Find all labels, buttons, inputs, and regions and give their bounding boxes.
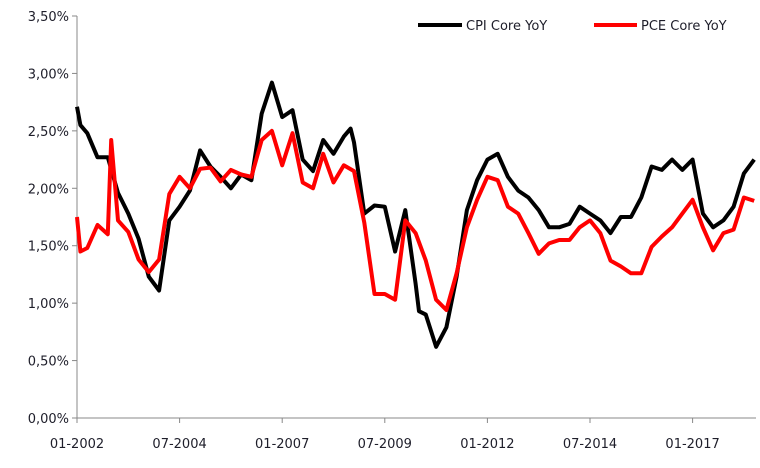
- series-line-cpi-core-yoy: [75, 80, 756, 349]
- legend-label-cpi: CPI Core YoY: [466, 19, 547, 34]
- legend: CPI Core YoY PCE Core YoY: [418, 19, 727, 34]
- y-tick-label: 0,00%: [28, 412, 69, 427]
- legend-label-pce: PCE Core YoY: [641, 19, 727, 34]
- y-tick-label: 2,00%: [28, 182, 69, 197]
- x-tick-label: 07-2004: [152, 437, 206, 452]
- y-tick-label: 1,50%: [28, 240, 69, 255]
- x-tick-label: 07-2009: [358, 437, 412, 452]
- y-tick-label: 3,00%: [28, 67, 69, 82]
- y-tick-label: 0,50%: [28, 355, 69, 370]
- y-tick-label: 2,50%: [28, 125, 69, 140]
- x-tick-label: 07-2014: [563, 437, 617, 452]
- x-tick-label: 01-2002: [50, 437, 104, 452]
- series-group: [75, 80, 756, 349]
- y-tick-label: 3,50%: [28, 10, 69, 25]
- x-tick-label: 01-2017: [665, 437, 719, 452]
- x-tick-label: 01-2007: [255, 437, 309, 452]
- series-line-pce-core-yoy: [75, 128, 755, 312]
- axes: 0,00% 0,50% 1,00% 1,50% 2,00% 2,50% 3,00% 3,50%…: [28, 10, 756, 452]
- y-tick-label: 1,00%: [28, 297, 69, 312]
- x-tick-label: 01-2012: [460, 437, 514, 452]
